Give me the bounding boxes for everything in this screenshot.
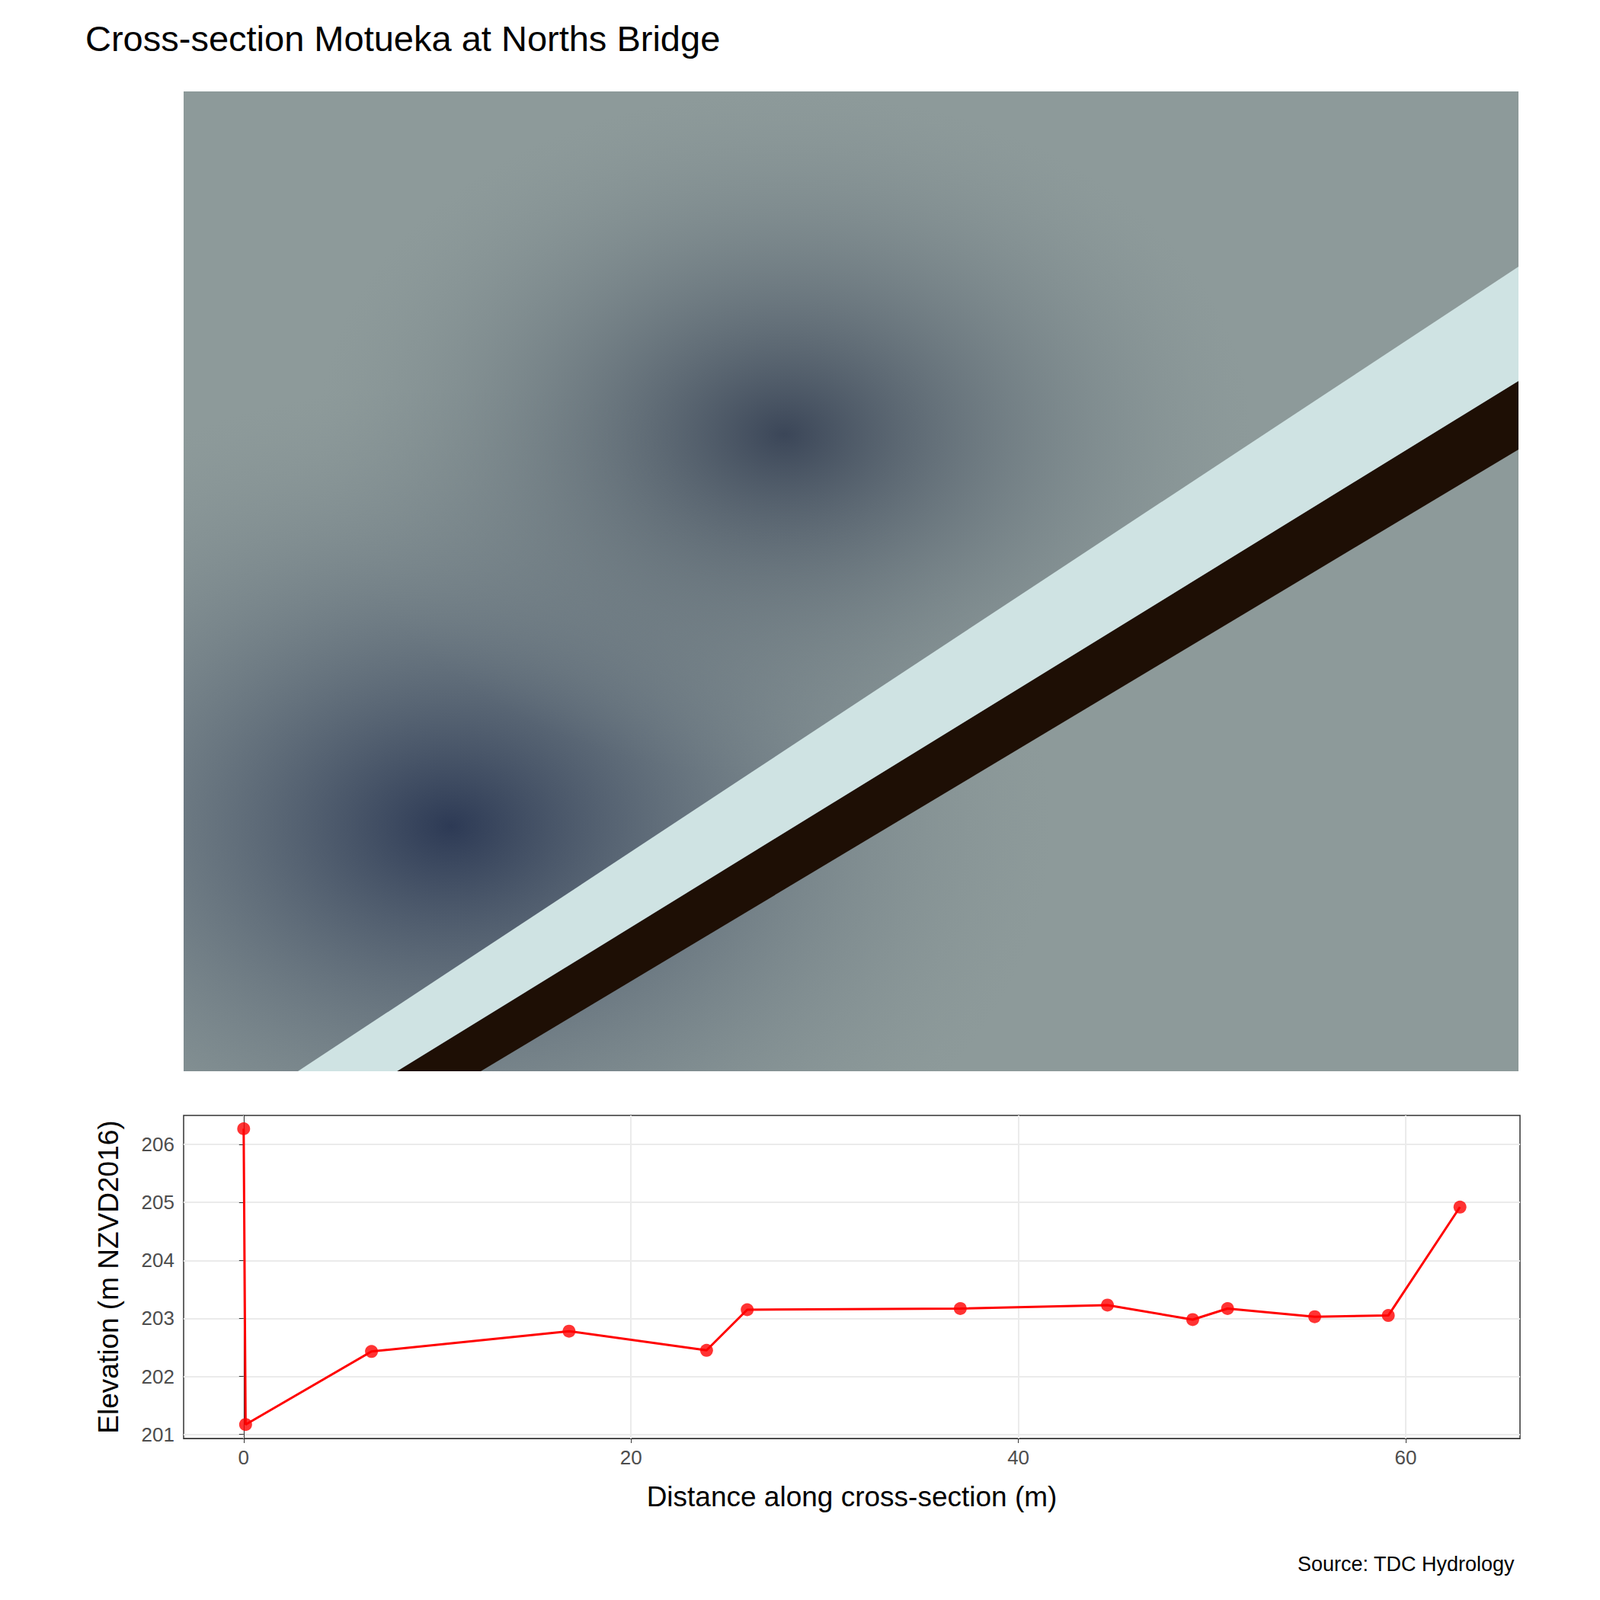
svg-text:0: 0 [238,1446,250,1469]
svg-text:204: 204 [141,1248,175,1272]
svg-text:Elevation (m NZVD2016): Elevation (m NZVD2016) [92,1120,125,1434]
svg-text:Source: TDC Hydrology: Source: TDC Hydrology [1297,1552,1515,1576]
svg-text:20: 20 [620,1446,643,1469]
svg-text:40: 40 [1007,1446,1030,1469]
svg-text:201: 201 [141,1423,175,1447]
svg-text:203: 203 [141,1306,175,1330]
svg-text:Distance along cross-section (: Distance along cross-section (m) [646,1481,1058,1513]
svg-text:60: 60 [1395,1446,1418,1469]
svg-text:Cross-section Motueka at North: Cross-section Motueka at Norths Bridge [85,18,720,59]
svg-text:202: 202 [141,1365,175,1389]
svg-text:205: 205 [141,1190,175,1214]
svg-text:206: 206 [141,1132,175,1156]
